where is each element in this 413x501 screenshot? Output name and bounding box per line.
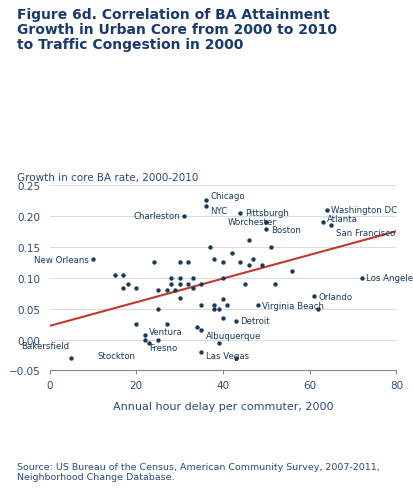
Point — [211, 305, 218, 313]
Point — [154, 287, 161, 295]
Text: Charleston: Charleston — [133, 212, 180, 221]
Text: Detroit: Detroit — [240, 317, 270, 326]
Point — [150, 259, 157, 267]
Text: San Francisco: San Francisco — [336, 228, 395, 237]
Text: Pittsburgh: Pittsburgh — [244, 209, 289, 217]
Point — [263, 218, 270, 226]
Point — [172, 287, 179, 295]
Point — [142, 336, 148, 344]
Point — [154, 305, 161, 313]
Point — [272, 280, 278, 288]
X-axis label: Annual hour delay per commuter, 2000: Annual hour delay per commuter, 2000 — [113, 401, 333, 411]
Point — [198, 348, 205, 356]
Point — [220, 296, 226, 304]
Text: New Orleans: New Orleans — [34, 255, 88, 264]
Point — [315, 305, 322, 313]
Text: NYC: NYC — [210, 207, 227, 216]
Point — [220, 274, 226, 282]
Text: Washington DC: Washington DC — [332, 205, 398, 214]
Point — [68, 354, 74, 362]
Point — [216, 339, 222, 347]
Point — [202, 203, 209, 211]
Point — [133, 321, 140, 329]
Point — [164, 321, 170, 329]
Point — [198, 302, 205, 310]
Text: Las Vegas: Las Vegas — [206, 351, 249, 360]
Point — [111, 271, 118, 279]
Text: to Traffic Congestion in 2000: to Traffic Congestion in 2000 — [17, 38, 243, 52]
Point — [241, 280, 248, 288]
Point — [181, 212, 188, 220]
Point — [176, 295, 183, 303]
Point — [168, 280, 174, 288]
Text: Stockton: Stockton — [97, 351, 135, 360]
Point — [358, 274, 365, 282]
Point — [324, 206, 330, 214]
Point — [189, 285, 196, 293]
Point — [211, 302, 218, 310]
Point — [233, 354, 240, 362]
Point — [220, 314, 226, 322]
Point — [176, 280, 183, 288]
Point — [211, 256, 218, 264]
Text: Albuquerque: Albuquerque — [206, 331, 261, 340]
Point — [259, 262, 265, 270]
Point — [216, 305, 222, 313]
Point — [185, 259, 192, 267]
Text: Boston: Boston — [271, 225, 301, 234]
Point — [289, 268, 296, 276]
Point — [168, 274, 174, 282]
Text: Orlando: Orlando — [318, 292, 353, 301]
Point — [90, 256, 96, 264]
Text: Figure 6d. Correlation of BA Attainment: Figure 6d. Correlation of BA Attainment — [17, 8, 329, 22]
Point — [133, 285, 140, 293]
Point — [198, 327, 205, 335]
Text: Ventura: Ventura — [150, 328, 183, 337]
Point — [246, 237, 252, 245]
Text: Virginia Beach: Virginia Beach — [262, 302, 324, 310]
Point — [176, 259, 183, 267]
Point — [124, 280, 131, 288]
Point — [194, 324, 200, 332]
Point — [320, 218, 326, 226]
Text: Bakersfield: Bakersfield — [21, 342, 69, 351]
Point — [254, 302, 261, 310]
Point — [263, 226, 270, 234]
Point — [164, 287, 170, 295]
Point — [120, 285, 126, 293]
Text: Growth in Urban Core from 2000 to 2010: Growth in Urban Core from 2000 to 2010 — [17, 23, 337, 37]
Point — [220, 259, 226, 267]
Point — [311, 293, 318, 301]
Point — [246, 262, 252, 270]
Point — [176, 274, 183, 282]
Point — [237, 209, 244, 217]
Point — [207, 243, 214, 251]
Text: Growth in core BA rate, 2000-2010: Growth in core BA rate, 2000-2010 — [17, 173, 198, 183]
Text: Atlanta: Atlanta — [327, 215, 358, 224]
Point — [146, 339, 153, 347]
Point — [233, 317, 240, 325]
Text: Chicago: Chicago — [210, 192, 244, 201]
Point — [224, 302, 231, 310]
Point — [328, 221, 335, 229]
Text: Worchester: Worchester — [228, 218, 276, 227]
Point — [202, 197, 209, 205]
Text: Fresno: Fresno — [150, 343, 178, 352]
Point — [142, 331, 148, 339]
Point — [154, 336, 161, 344]
Point — [185, 280, 192, 288]
Point — [237, 259, 244, 267]
Point — [120, 271, 126, 279]
Point — [250, 256, 257, 264]
Point — [189, 274, 196, 282]
Point — [268, 243, 274, 251]
Point — [228, 249, 235, 258]
Text: Los Angeles: Los Angeles — [366, 274, 413, 283]
Point — [198, 280, 205, 288]
Text: Source: US Bureau of the Census, American Community Survey, 2007-2011,
Neighborh: Source: US Bureau of the Census, America… — [17, 461, 379, 481]
